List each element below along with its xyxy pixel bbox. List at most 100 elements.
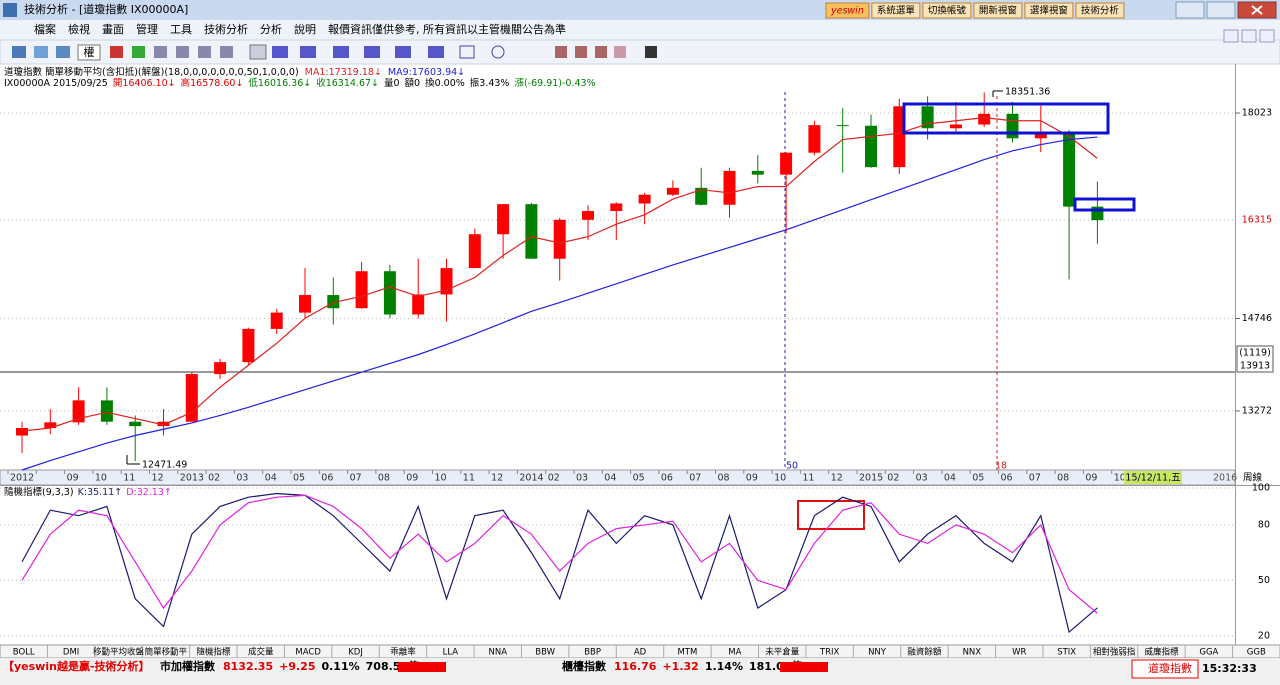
- window-controls[interactable]: [1175, 1, 1277, 19]
- tab[interactable]: 簡單移動平: [145, 647, 188, 658]
- top-button-label[interactable]: 開新視窗: [979, 5, 1017, 17]
- toolbar-icons: [12, 29, 1275, 61]
- top-button[interactable]: [1024, 2, 1074, 19]
- top-button-label[interactable]: yeswin: [830, 6, 864, 17]
- ma-line: [21, 116, 1098, 432]
- candle-body: [440, 268, 453, 295]
- x-tick-label: 11: [123, 473, 135, 484]
- tab[interactable]: BOLL: [13, 648, 35, 658]
- tab[interactable]: AD: [634, 648, 647, 658]
- tab[interactable]: NNX: [963, 648, 982, 658]
- kd-line: [21, 494, 1098, 614]
- tab[interactable]: MACD: [295, 648, 321, 658]
- tab[interactable]: MA: [728, 648, 741, 658]
- legend-entry: K:35.11↑: [78, 487, 123, 498]
- y-tick-label: 20: [1258, 630, 1270, 641]
- candle-body: [751, 170, 764, 175]
- x-tick-label: 09: [746, 473, 758, 484]
- candle-body: [723, 170, 736, 205]
- x-tick-label: 09: [1085, 473, 1097, 484]
- panel-divider: [0, 485, 1280, 486]
- top-button-label[interactable]: 系統選單: [877, 5, 915, 17]
- current-symbol[interactable]: 道瓊指數: [1148, 661, 1192, 675]
- index-pct: 1.14%: [705, 660, 743, 673]
- x-tick-label: 04: [265, 473, 277, 484]
- top-button-label[interactable]: 技術分析: [1081, 5, 1120, 17]
- tab[interactable]: 威廉指標: [1144, 647, 1179, 658]
- x-tick-label: 06: [661, 473, 673, 484]
- cursor-index: (1119): [1239, 348, 1271, 359]
- candle-body: [214, 362, 227, 375]
- y-tick-label: 13272: [1242, 405, 1272, 416]
- top-button[interactable]: [973, 2, 1023, 19]
- candle-body: [16, 427, 28, 436]
- candle-body: [949, 124, 962, 129]
- x-tick-label: 07: [1029, 473, 1041, 484]
- index-value: 116.76: [614, 660, 657, 673]
- quote-info: IX00000A 2015/09/25 開16406.10↓ 高16578.60↓ 低…: [4, 77, 596, 89]
- tab[interactable]: 融資餘額: [907, 647, 942, 658]
- menu-item[interactable]: 工具: [170, 23, 192, 36]
- tab[interactable]: 隨機指標: [196, 647, 231, 658]
- rights-button[interactable]: 權: [84, 46, 95, 59]
- candle-body: [808, 125, 821, 153]
- x-tick-label: 11: [802, 473, 814, 484]
- quote-field: 高16578.60↓: [181, 77, 244, 89]
- tab[interactable]: MTM: [677, 648, 697, 658]
- tab[interactable]: 移動平均收盤: [93, 647, 145, 658]
- tab[interactable]: NNA: [489, 648, 508, 658]
- top-button[interactable]: [871, 2, 921, 19]
- date-cursor: 15/12/11,五: [1125, 473, 1180, 484]
- candle-body: [157, 421, 170, 427]
- kd-info: 隨機指標(9,3,3) K:35.11↑ D:32.13↑: [4, 486, 172, 498]
- x-tick-label: 05: [293, 473, 305, 484]
- tab[interactable]: LLA: [443, 648, 459, 658]
- tab[interactable]: BBP: [584, 648, 601, 658]
- x-tick-label: 08: [378, 473, 390, 484]
- menu-item[interactable]: 管理: [136, 22, 158, 36]
- tab[interactable]: 相對強弱指: [1093, 647, 1136, 658]
- menu-item[interactable]: 檢視: [68, 22, 90, 36]
- top-buttons: yeswin 系統選單 切換帳號 開新視窗 選擇視窗 技術分析: [825, 2, 1125, 19]
- x-tick-label: 09: [67, 473, 79, 484]
- tab[interactable]: 未平倉量: [765, 647, 800, 658]
- candle-body: [638, 194, 651, 204]
- tab[interactable]: 乖離率: [390, 647, 416, 658]
- menu-item[interactable]: 報價資訊僅供參考, 所有資訊以主管機關公告為準: [328, 22, 566, 36]
- x-tick-label: 12: [491, 473, 503, 484]
- x-tick-label: 07: [350, 473, 362, 484]
- top-button[interactable]: [825, 2, 870, 19]
- menu-item[interactable]: 檔案: [34, 22, 56, 36]
- tab[interactable]: WR: [1012, 648, 1026, 658]
- kd-title: 隨機指標(9,3,3): [4, 486, 74, 498]
- y-tick-label: 14746: [1242, 313, 1272, 324]
- tab[interactable]: GGB: [1247, 648, 1266, 658]
- tab[interactable]: GGA: [1199, 648, 1218, 658]
- tab[interactable]: BBW: [535, 648, 555, 658]
- tab[interactable]: DMI: [63, 648, 79, 658]
- tab[interactable]: KDJ: [348, 648, 363, 658]
- annotation: 12471.49: [142, 460, 187, 471]
- tab[interactable]: TRIX: [819, 648, 840, 658]
- tab[interactable]: 成交量: [248, 647, 274, 658]
- legend-entry: D:32.13↑: [126, 487, 172, 498]
- tab[interactable]: STIX: [1057, 648, 1076, 658]
- top-button-label[interactable]: 選擇視窗: [1030, 5, 1068, 17]
- top-button[interactable]: [922, 2, 972, 19]
- candle-body: [582, 211, 594, 220]
- menu-item[interactable]: 說明: [294, 22, 316, 36]
- menu-item[interactable]: 畫面: [102, 22, 124, 36]
- indicator-desc: 道瓊指數 簡單移動平均(含扣抵)(解盤)(18,0,0,0,0,0,0,0,50…: [4, 66, 299, 78]
- candle-body: [129, 421, 142, 427]
- menu-item[interactable]: 技術分析: [204, 22, 248, 36]
- top-button-label[interactable]: 切換帳號: [928, 5, 967, 17]
- ma-line: [21, 136, 1098, 471]
- y-tick-label: 100: [1252, 482, 1270, 493]
- menu-item[interactable]: 分析: [260, 22, 282, 36]
- current-box[interactable]: [1131, 659, 1199, 679]
- index-change: +1.32: [662, 660, 698, 673]
- quote-field: 漲(-69.91)-0.43%: [514, 78, 595, 89]
- x-tick-label: 03: [236, 473, 248, 484]
- top-button[interactable]: [1075, 2, 1125, 19]
- tab[interactable]: NNY: [868, 648, 887, 658]
